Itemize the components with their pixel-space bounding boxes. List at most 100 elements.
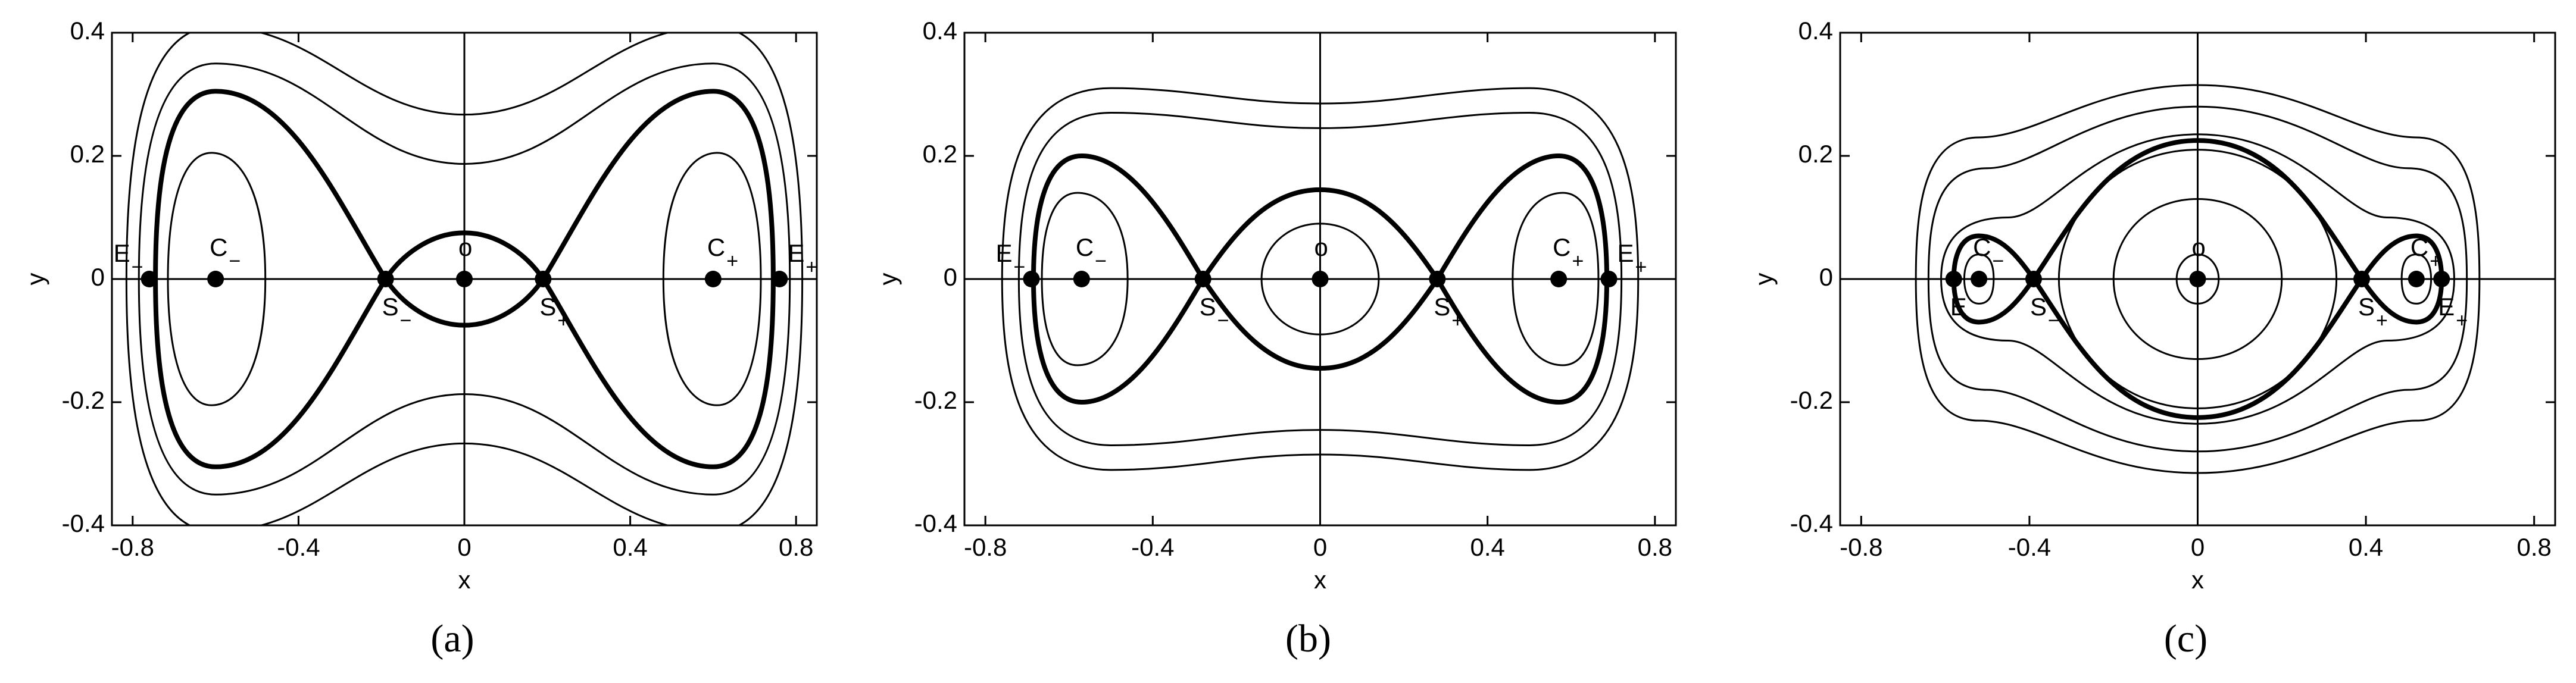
y-axis-label: y [21, 273, 49, 286]
orbit-group [464, 27, 803, 279]
separatrix [1954, 279, 2034, 322]
point-label-subscript: + [726, 250, 738, 272]
point-label-subscript: + [2376, 309, 2388, 332]
equilibrium-point [2433, 271, 2450, 287]
point-label: S [2030, 293, 2047, 321]
separatrix [464, 279, 543, 325]
point-label: o [2192, 233, 2206, 261]
point-label: o [458, 233, 472, 261]
separatrix [386, 279, 464, 325]
orbit-group [1916, 279, 2197, 473]
orbit [126, 279, 464, 531]
orbit [1042, 193, 1128, 279]
x-tick-label: 0 [2191, 533, 2205, 561]
x-tick-label: 0.8 [779, 533, 813, 561]
panel: -0.8 -0.4 0 0.4 0.8-0.4-0.200.20.4xy(a)E −C −S… [21, 17, 818, 660]
point-label: S [1200, 293, 1216, 321]
separatrix [386, 233, 464, 279]
separatrix [1033, 279, 1203, 402]
x-tick-label: 0 [1313, 533, 1327, 561]
orbit [1320, 224, 1379, 279]
orbit [464, 279, 803, 531]
separatrix [1437, 156, 1607, 279]
separatrix [1320, 190, 1438, 279]
y-tick-label: -0.2 [914, 386, 957, 414]
orbit [1513, 193, 1598, 279]
point-label-subscript: − [1217, 309, 1229, 332]
separatrix [1320, 279, 1438, 368]
equilibrium-point [456, 271, 473, 287]
point-label: S [2358, 293, 2375, 321]
orbit [2402, 279, 2431, 303]
equilibrium-point [1550, 271, 1568, 287]
orbit [1928, 106, 2197, 279]
point-label-subscript: + [2456, 309, 2468, 332]
orbit [2113, 199, 2197, 279]
orbit [1002, 88, 1320, 279]
orbit-group [2198, 85, 2480, 279]
orbit [2198, 279, 2480, 473]
orbits [1916, 85, 2480, 473]
panel-label: (a) [430, 617, 474, 660]
orbit [1941, 134, 2198, 279]
equilibrium-point [1073, 271, 1090, 287]
x-tick-label: -0.8 [964, 533, 1007, 561]
orbit [1320, 279, 1638, 470]
separatrix [1954, 236, 2034, 279]
equilibrium-point [1945, 271, 1962, 287]
x-tick-label: 0.4 [613, 533, 647, 561]
x-tick-label: 0.8 [1638, 533, 1672, 561]
point-label-subscript: + [557, 309, 569, 332]
point-label: E [1618, 239, 1634, 267]
x-axis-label: x [1314, 566, 1326, 594]
point-label: C [1973, 233, 1991, 261]
separatrix [155, 91, 386, 279]
point-label-subscript: − [1992, 250, 2004, 272]
equilibrium-point [140, 271, 158, 287]
point-label-subscript: − [1095, 250, 1107, 272]
equilibrium-point [2189, 271, 2206, 287]
point-label-subscript: − [132, 256, 143, 278]
y-tick-label: -0.4 [914, 509, 957, 537]
y-tick-label: -0.4 [1790, 509, 1833, 537]
separatrix [2362, 279, 2441, 322]
orbit [1964, 279, 1993, 303]
separatrix [1437, 279, 1607, 402]
equilibrium-point [2025, 271, 2042, 287]
orbit [1320, 113, 1622, 279]
equilibrium-point [1023, 271, 1040, 287]
point-label: S [382, 293, 399, 321]
point-label: E [995, 239, 1012, 267]
orbit-group [1002, 279, 1320, 470]
orbit [2402, 255, 2431, 279]
x-axis-label: x [458, 566, 471, 594]
orbit [2198, 279, 2467, 452]
orbit [2113, 279, 2197, 359]
y-tick-label: 0.4 [1798, 17, 1833, 45]
point-label-subscript: − [229, 250, 241, 272]
panel: -0.8 -0.4 0 0.4 0.8-0.4-0.200.20.4xy(b)E −C −S… [874, 17, 1677, 660]
orbit-group [1916, 85, 2197, 279]
equilibrium-point [377, 271, 394, 287]
orbit [663, 279, 761, 405]
point-label: S [539, 293, 556, 321]
x-tick-label: 0.4 [1470, 533, 1504, 561]
point-label-subscript: − [1013, 256, 1025, 278]
orbit [139, 279, 464, 494]
panel-label: (b) [1285, 617, 1331, 660]
y-tick-label: 0 [944, 263, 957, 291]
orbit [1019, 113, 1320, 279]
panel-label: (c) [2164, 617, 2207, 660]
x-tick-label: 0.8 [2516, 533, 2551, 561]
equilibrium-point [771, 271, 788, 287]
orbit [1320, 279, 1379, 334]
orbit [2198, 106, 2467, 279]
point-label: S [1434, 293, 1450, 321]
orbit [168, 153, 266, 279]
y-tick-label: 0.2 [70, 140, 105, 168]
separatrix [1203, 190, 1320, 279]
point-label: C [707, 233, 725, 261]
orbit [2198, 279, 2282, 359]
point-label: C [1553, 233, 1570, 261]
orbit [2177, 255, 2197, 279]
